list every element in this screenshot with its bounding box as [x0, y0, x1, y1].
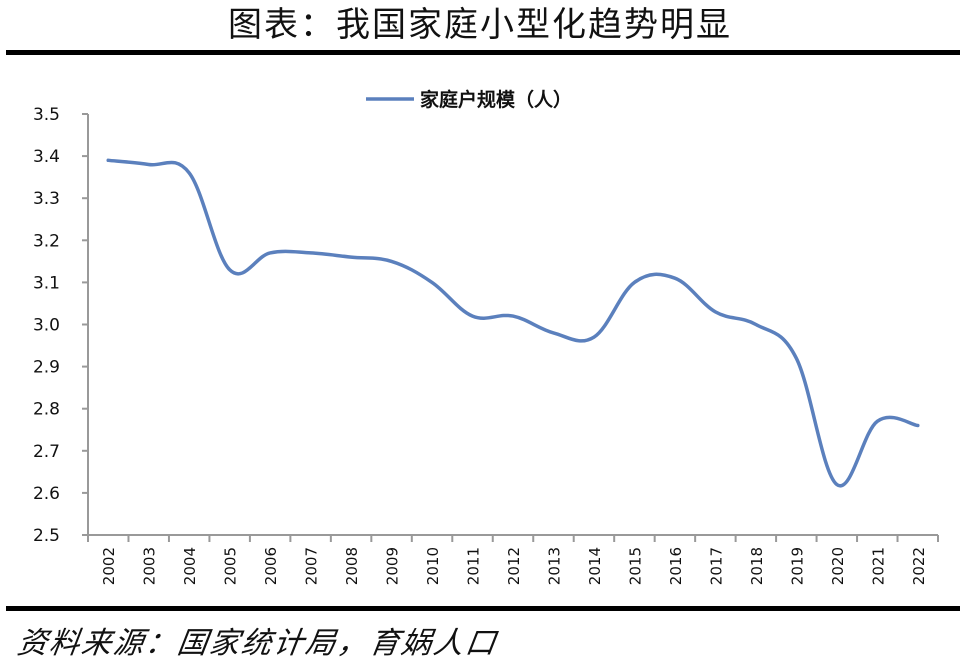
x-tick-label: 2007 [303, 547, 321, 585]
top-rule [6, 50, 960, 55]
bottom-rule [6, 606, 960, 611]
legend: 家庭户规模（人） [366, 88, 572, 111]
x-tick-label: 2013 [545, 547, 563, 585]
x-tick-label: 2002 [100, 547, 118, 585]
x-tick-label: 2010 [424, 547, 442, 585]
line-chart: 家庭户规模（人） 3.5 3.4 3.3 3.2 3.1 3.0 2.9 2.8 2.7 2.6 2… [33, 88, 939, 585]
x-tick-label: 2006 [262, 547, 280, 585]
x-tick-label: 2016 [667, 547, 685, 585]
x-tick-label: 2018 [748, 547, 766, 585]
x-tick-label: 2003 [141, 547, 159, 585]
y-tick-label: 2.5 [33, 526, 60, 546]
y-tick-label: 3.1 [33, 273, 60, 293]
x-tick-label: 2004 [181, 547, 199, 585]
y-tick-label: 3.0 [33, 316, 60, 336]
x-tick-label: 2021 [869, 547, 887, 585]
series-line-household-size [106, 158, 920, 488]
x-tick-label: 2009 [384, 547, 402, 585]
x-tick-label: 2012 [505, 547, 523, 585]
x-tick-label: 2017 [707, 547, 725, 585]
y-tick-label: 2.8 [33, 400, 60, 420]
y-tick-label: 3.2 [33, 231, 60, 251]
y-tick-label: 3.3 [33, 189, 60, 209]
y-tick-label: 2.9 [33, 358, 60, 378]
x-tick-label: 2005 [222, 547, 240, 585]
x-tick-label: 2022 [910, 547, 928, 585]
y-tick-label: 2.7 [33, 442, 60, 462]
x-tick-label: 2015 [626, 547, 644, 585]
x-axis-ticks: 2002 2003 2004 2005 2006 2007 2008 2009 2010 2011… [87, 535, 939, 585]
y-axis-ticks: 3.5 3.4 3.3 3.2 3.1 3.0 2.9 2.8 2.7 2.6 2.5 [33, 105, 88, 546]
x-tick-label: 2011 [465, 547, 483, 585]
y-tick-label: 2.6 [33, 484, 60, 504]
source-note: 资料来源：国家统计局，育娲人口 [15, 626, 500, 661]
x-tick-label: 2008 [343, 547, 361, 585]
y-tick-label: 3.4 [33, 147, 60, 167]
chart-title: 图表：我国家庭小型化趋势明显 [228, 5, 732, 45]
y-tick-label: 3.5 [33, 105, 60, 125]
x-tick-label: 2014 [586, 547, 604, 585]
axes [87, 114, 938, 536]
x-tick-label: 2019 [788, 547, 806, 585]
x-tick-label: 2020 [829, 547, 847, 585]
legend-label: 家庭户规模（人） [420, 88, 572, 111]
